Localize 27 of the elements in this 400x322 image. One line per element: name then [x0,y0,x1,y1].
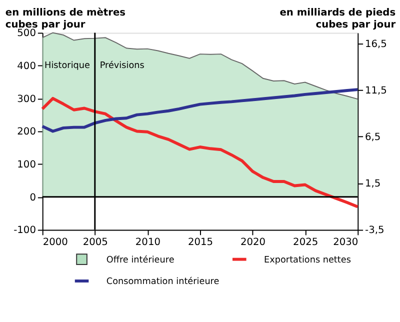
y2-tick-label: -3,5 [365,225,384,236]
legend-label: Consommation intérieure [106,276,220,287]
y-tick-label: 200 [17,126,36,138]
x-tick-label: 2020 [240,237,266,248]
y-tick-label: 500 [17,28,36,40]
y-tick-label: 400 [17,61,36,72]
y-tick-label: -100 [14,225,36,236]
y2-axis-title: en milliards de pieds cubes par jour [280,7,396,30]
x-tick-label: 2010 [135,237,160,248]
legend-label: Offre intérieure [106,254,174,266]
x-tick-label: 2005 [82,237,108,248]
x-tick-label: 2025 [293,237,318,248]
y2-tick-label: 16,5 [365,38,387,50]
x-tick-label: 2015 [188,237,214,248]
y2-tick-label: 1,5 [365,178,381,190]
x-tick-label: 2000 [42,237,68,248]
y-tick-label: 100 [17,160,36,171]
line-series [40,96,360,208]
y-tick-label: 300 [17,94,36,105]
y2-tick-label: 6,5 [365,132,381,144]
annotation: Historique [44,61,90,72]
legend-label: Exportations nettes [264,255,352,266]
line-series [40,88,360,133]
y-tick-label: 0 [30,192,36,204]
x-tick-label: 2030 [333,237,358,248]
y2-tick-label: 11,5 [365,85,387,96]
annotation: Prévisions [100,60,145,72]
